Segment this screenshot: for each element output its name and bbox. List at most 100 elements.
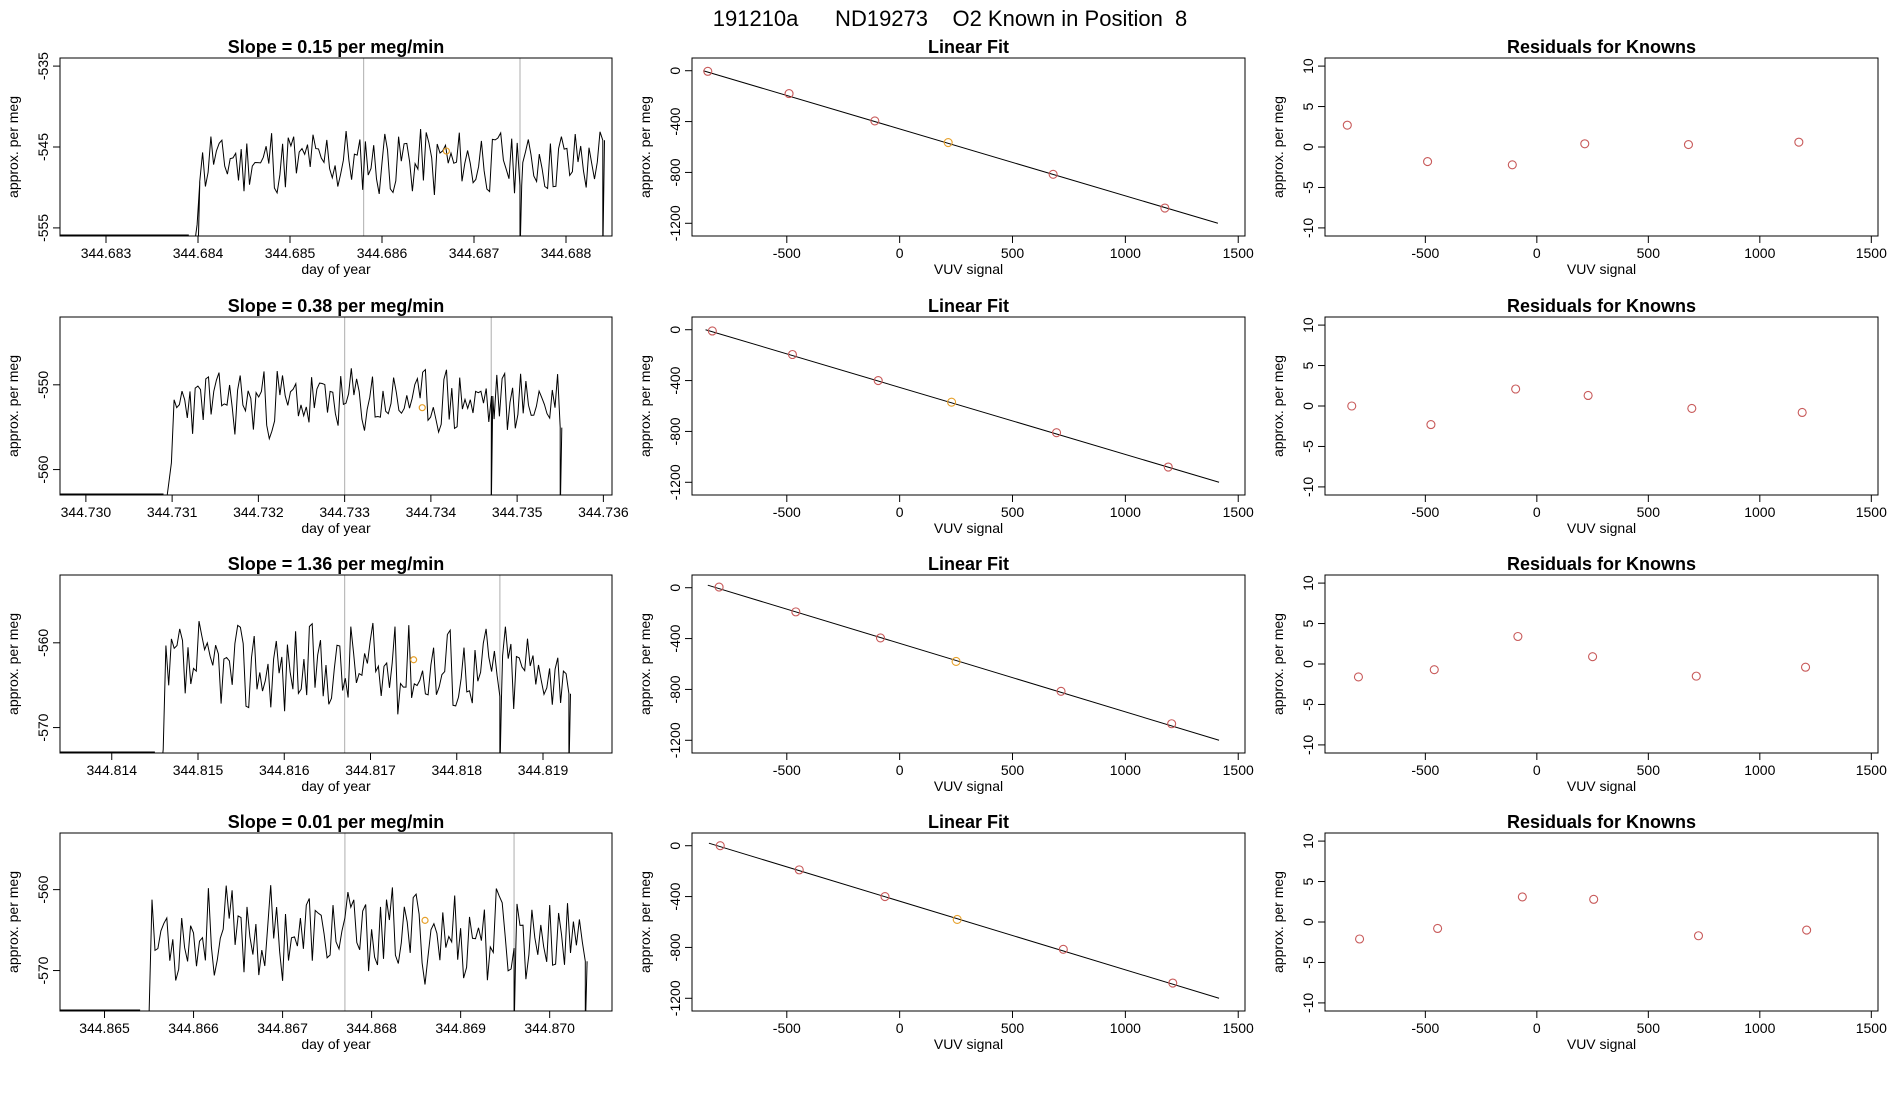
- y-tick-label: -555: [35, 214, 51, 242]
- panel-r1-c1: Slope = 0.15 per meg/min 344.683 344.684 34…: [5, 37, 613, 277]
- page-title: 191210a ND19273 O2 Known in Position 8: [713, 6, 1188, 31]
- data-point: [1051, 428, 1062, 438]
- y-tick-label: 5: [1300, 361, 1316, 369]
- x-tick-label: 1500: [1223, 245, 1254, 261]
- y-tick-label: -1200: [667, 722, 683, 758]
- y-tick-label: 0: [1300, 918, 1316, 926]
- x-tick-label: 0: [896, 504, 904, 520]
- data-point: [1513, 631, 1523, 642]
- y-tick-label: -535: [35, 52, 51, 80]
- x-tick-label: 344.735: [492, 504, 543, 520]
- x-tick-label: 344.736: [578, 504, 629, 520]
- y-axis-label: approx. per meg: [5, 871, 21, 973]
- y-tick-label: 5: [1300, 102, 1316, 110]
- data-point: [1048, 169, 1058, 179]
- y-tick-label: 0: [1300, 143, 1316, 151]
- y-tick-label: -800: [667, 417, 683, 445]
- plot-frame: [1324, 832, 1879, 1012]
- y-tick-label: -800: [667, 933, 683, 961]
- panel-title: Slope = 0.01 per meg/min: [228, 812, 445, 832]
- y-tick-label: 5: [1300, 877, 1316, 885]
- x-tick-label: 500: [1637, 245, 1661, 261]
- y-tick-label: 10: [1300, 575, 1316, 591]
- x-axis-label: VUV signal: [1567, 520, 1636, 536]
- x-tick-label: 344.817: [345, 762, 396, 778]
- panel-title: Slope = 0.38 per meg/min: [228, 296, 445, 316]
- x-tick-label: 500: [1001, 245, 1025, 261]
- x-tick-label: 344.688: [541, 245, 592, 261]
- data-point: [703, 66, 713, 76]
- x-tick-label: 0: [896, 245, 904, 261]
- y-tick-label: -570: [35, 956, 51, 984]
- x-tick-label: 0: [1533, 1020, 1541, 1036]
- y-tick-label: -800: [667, 158, 683, 186]
- y-axis-label: approx. per meg: [1270, 355, 1286, 457]
- y-axis-label: approx. per meg: [637, 96, 653, 198]
- x-tick-label: 1500: [1856, 245, 1887, 261]
- plot-frame: [59, 316, 613, 496]
- x-axis-label: VUV signal: [1567, 1036, 1636, 1052]
- data-point: [794, 865, 804, 875]
- y-axis-label: approx. per meg: [637, 613, 653, 715]
- y-axis-label: approx. per meg: [637, 355, 653, 457]
- y-tick-label: -1200: [667, 980, 683, 1016]
- y-tick-label: 5: [1300, 619, 1316, 627]
- panel-title: Linear Fit: [928, 296, 1009, 316]
- x-tick-label: 344.865: [79, 1020, 130, 1036]
- plot-area: [60, 317, 563, 495]
- data-point: [880, 892, 890, 902]
- panel-r4-c1: Slope = 0.01 per meg/min 344.865 344.866 34…: [5, 812, 613, 1052]
- plot-area: [1342, 120, 1804, 170]
- x-tick-label: 344.819: [518, 762, 569, 778]
- y-tick-label: -400: [667, 882, 683, 910]
- y-axis-label: approx. per meg: [5, 613, 21, 715]
- y-tick-label: -5: [1300, 440, 1316, 453]
- data-point: [1163, 462, 1173, 472]
- panel-title: Residuals for Knowns: [1507, 812, 1696, 832]
- x-tick-label: -500: [773, 1020, 801, 1036]
- data-point: [1687, 403, 1697, 413]
- panel-title: Residuals for Knowns: [1507, 296, 1696, 316]
- plot-frame: [1324, 574, 1879, 754]
- panel-title: Residuals for Knowns: [1507, 37, 1696, 57]
- x-tick-label: -500: [1411, 245, 1439, 261]
- data-point: [1511, 384, 1521, 394]
- plot-area: [60, 58, 605, 236]
- highlight-point: [951, 656, 961, 667]
- y-tick-label: -400: [667, 107, 683, 135]
- data-point: [1589, 894, 1599, 904]
- y-tick-label: 10: [1300, 317, 1316, 333]
- panel-r2-c3: Residuals for Knowns -500 0 500 1000 1500 10 5 0…: [1270, 296, 1887, 536]
- plot-area: [703, 66, 1219, 224]
- data-point: [1056, 686, 1066, 696]
- data-point: [791, 607, 801, 617]
- data-point: [873, 376, 883, 386]
- x-tick-label: 1500: [1856, 1020, 1887, 1036]
- highlight-marker: [442, 147, 450, 155]
- y-tick-label: 0: [667, 326, 683, 334]
- data-point: [875, 633, 886, 643]
- data-point: [1426, 420, 1436, 430]
- y-tick-label: -550: [35, 371, 51, 399]
- data-point: [707, 326, 717, 336]
- y-tick-label: -800: [667, 675, 683, 703]
- y-tick-label: -10: [1300, 735, 1316, 755]
- x-tick-label: 344.814: [86, 762, 137, 778]
- x-axis-label: day of year: [301, 520, 371, 536]
- panel-r1-c2: Linear Fit -500 0 500 1000 1500 0 -400 -800 -1200…: [637, 37, 1254, 277]
- data-point: [1580, 139, 1590, 149]
- data-point: [715, 841, 725, 851]
- plot-area: [60, 575, 571, 753]
- y-tick-label: 0: [667, 842, 683, 850]
- x-tick-label: 0: [1533, 762, 1541, 778]
- signal-trace: [148, 885, 588, 1011]
- x-tick-label: 344.687: [449, 245, 500, 261]
- signal-trace: [166, 368, 563, 495]
- highlight-marker: [421, 916, 429, 924]
- data-point: [1693, 931, 1704, 941]
- x-tick-label: 0: [1533, 245, 1541, 261]
- x-axis-label: VUV signal: [934, 778, 1003, 794]
- x-tick-label: 1000: [1110, 762, 1141, 778]
